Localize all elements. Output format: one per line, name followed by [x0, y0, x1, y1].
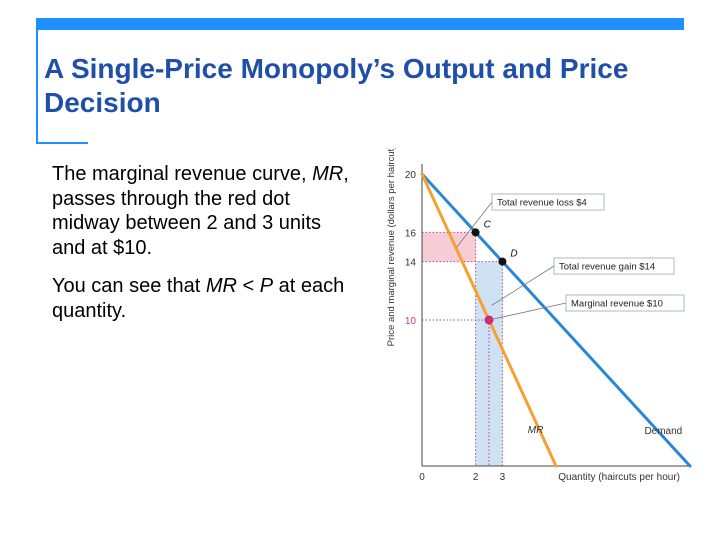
frame-left-bar: [36, 18, 38, 144]
bullet-italic-text: P: [259, 275, 274, 297]
bullet-text: The marginal revenue curve,: [52, 163, 313, 185]
annotation-box: [491, 193, 605, 211]
annotation-leader: [488, 302, 567, 321]
curve-demand: [420, 172, 692, 468]
bullet-item: The marginal revenue curve, MR, passes t…: [52, 162, 352, 260]
y-axis-label: Price and marginal revenue (dollars per …: [386, 148, 397, 346]
bullet-italic-text: MR: [312, 163, 344, 185]
x-tick-label: 0: [419, 472, 425, 483]
demand-curve-label: Demand: [644, 426, 682, 437]
region-total-revenue-loss: [422, 232, 476, 262]
annotation-box: [553, 257, 675, 275]
x-tick-label: 2: [473, 472, 479, 483]
point-d: [498, 257, 507, 266]
bullet-text: , passes through the red dot midway betw…: [52, 163, 349, 259]
bullet-text: <: [236, 275, 260, 297]
annotation-box: [565, 294, 685, 312]
x-axis-label: Quantity (haircuts per hour): [558, 472, 680, 483]
point-label-d: D: [510, 249, 517, 260]
annotation-label: Total revenue loss $4: [497, 198, 587, 209]
bullet-list: The marginal revenue curve, MR, passes t…: [52, 162, 352, 337]
y-tick-label: 14: [405, 258, 417, 269]
annotation-label: Marginal revenue $10: [571, 299, 663, 310]
annotation-leader: [456, 201, 493, 248]
frame-top-bar: [36, 18, 684, 30]
monopoly-chart: 10 14 16 20 0 2 3 C D Total revenue loss $4 Total …: [386, 146, 692, 483]
point-label-c: C: [484, 219, 492, 230]
chart-container: 10 14 16 20 0 2 3 C D Total revenue loss $4 Total …: [372, 146, 702, 488]
frame-bottom-bar: [36, 142, 88, 144]
y-tick-label: 16: [405, 228, 417, 239]
bullet-text: at each quantity.: [52, 275, 345, 322]
y-tick-label: 20: [405, 170, 417, 181]
annotation-label: Total revenue gain $14: [559, 262, 655, 273]
slide-title: A Single-Price Monopoly’s Output and Pri…: [44, 53, 629, 118]
point-c: [471, 228, 480, 237]
mr-curve-label: MR: [528, 425, 544, 436]
region-total-revenue-gain: [475, 261, 503, 466]
bullet-text: You can see that: [52, 275, 206, 297]
bullet-item: You can see that MR < P at each quantity…: [52, 274, 352, 323]
bullet-italic-text: MR: [205, 275, 237, 297]
annotation-leader: [491, 265, 555, 306]
y-tick-label: 10: [405, 316, 417, 327]
x-tick-label: 3: [500, 472, 506, 483]
